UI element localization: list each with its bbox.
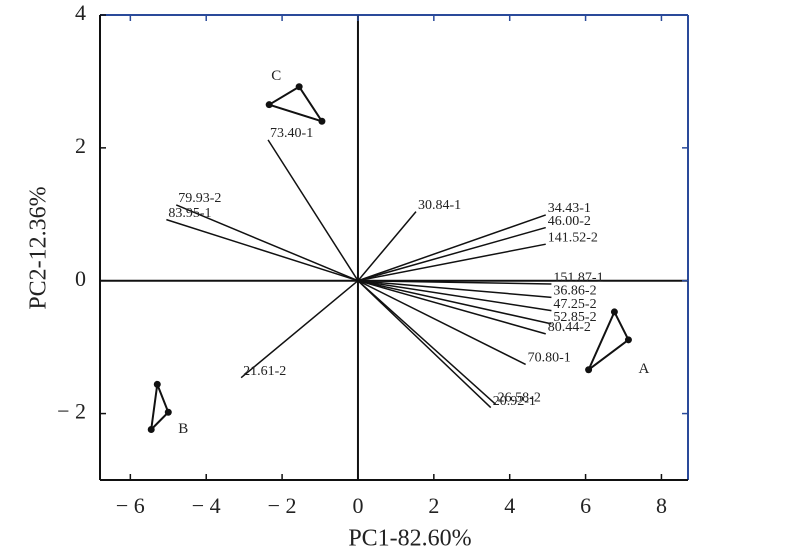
group-point [265, 101, 273, 109]
y-tick-label: 2 [75, 133, 86, 158]
vector-label: 46.00-2 [548, 214, 591, 229]
group-label: B [178, 421, 188, 437]
loading-vector [357, 280, 492, 409]
x-tick-label: − 4 [192, 493, 221, 518]
x-tick-label: 6 [580, 493, 591, 518]
loading-vector [357, 279, 552, 299]
x-tick-label: 4 [504, 493, 515, 518]
group-point [295, 83, 303, 91]
group-outline [149, 380, 170, 433]
loading-vector [357, 211, 417, 282]
x-tick-label: − 2 [268, 493, 297, 518]
group-point [164, 408, 172, 416]
loading-vector [357, 279, 552, 285]
x-tick-label: 0 [352, 493, 363, 518]
loading-vector [357, 279, 552, 312]
vector-label: 21.61-2 [243, 364, 286, 379]
x-tick-label: 2 [428, 493, 439, 518]
vector-label: 30.84-1 [418, 198, 461, 213]
vector-label: 83.95-1 [168, 206, 211, 221]
x-axis-label: PC1-82.60% [348, 526, 471, 552]
loading-vector [357, 279, 552, 325]
loading-vector [166, 218, 359, 282]
vector-label: 151.87-1 [553, 270, 603, 285]
group-label: C [271, 68, 281, 84]
loading-vector [175, 204, 359, 282]
vector-label: 52.85-2 [553, 310, 596, 325]
group-point [153, 380, 161, 388]
vector-label: 141.52-2 [548, 230, 598, 245]
group-point [147, 426, 155, 434]
group-point [585, 366, 593, 374]
loading-vector [357, 214, 546, 282]
group-point [318, 117, 326, 125]
vector-label: 36.86-2 [553, 284, 596, 299]
y-axis-label: PC2-12.36% [26, 186, 52, 309]
group-label: A [638, 361, 649, 377]
vector-label: 47.25-2 [553, 297, 596, 312]
vector-label: 79.93-2 [178, 191, 221, 206]
x-tick-label: 8 [656, 493, 667, 518]
y-tick-label: 0 [75, 266, 86, 291]
y-tick-label: 4 [75, 0, 86, 25]
vector-label: 70.80-1 [528, 351, 571, 366]
loading-vector [357, 243, 546, 282]
vector-label: 34.43-1 [548, 201, 591, 216]
loading-vector [357, 279, 546, 335]
group-point [624, 336, 632, 344]
group-point [610, 308, 618, 316]
loading-vector [357, 226, 546, 282]
y-tick-label: − 2 [57, 399, 86, 424]
group-outline [266, 85, 325, 124]
group-outline [586, 309, 630, 373]
loading-vector [267, 139, 359, 282]
vector-label: 26.58-2 [498, 390, 541, 405]
x-tick-label: − 6 [116, 493, 145, 518]
loading-vector [357, 280, 497, 405]
vector-label: 73.40-1 [270, 126, 313, 141]
loading-vector [240, 280, 359, 379]
loading-vector [357, 280, 526, 366]
vector-label: 20.92-1 [493, 394, 536, 409]
vector-label: 80.44-2 [548, 320, 591, 335]
